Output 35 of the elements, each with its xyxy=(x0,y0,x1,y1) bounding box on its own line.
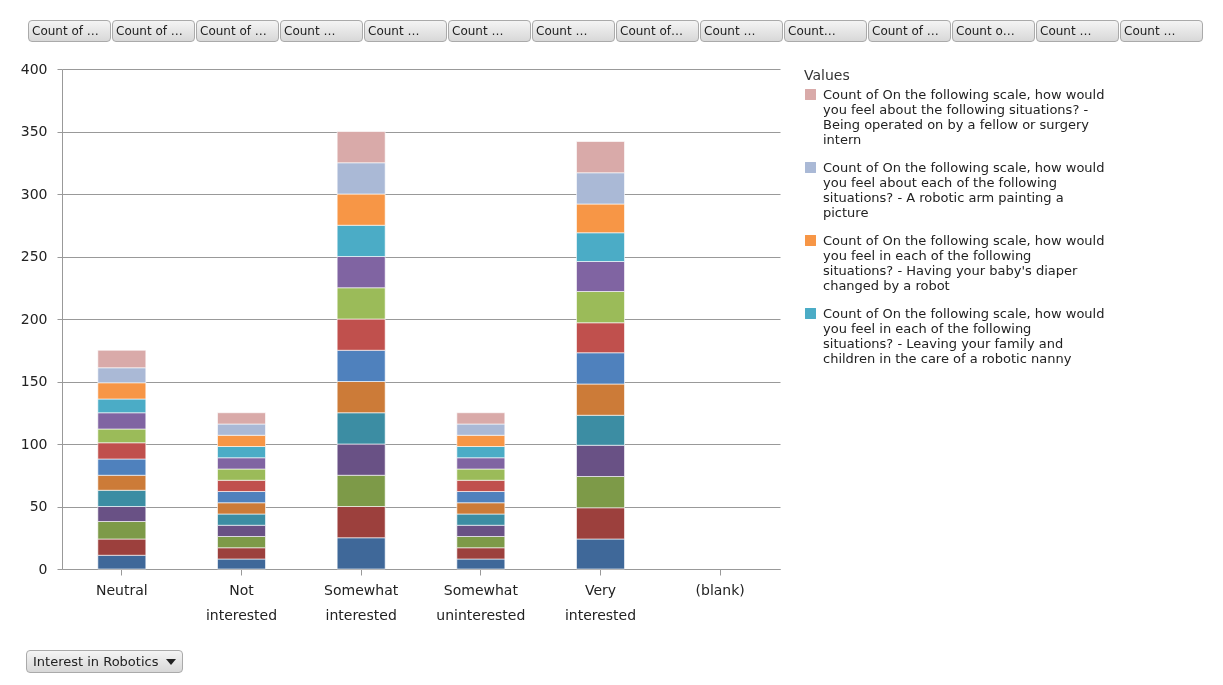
y-tick-label: 250 xyxy=(20,248,48,264)
text: Count … xyxy=(1120,20,1203,42)
x-tick-label: Somewhat interested xyxy=(324,581,399,623)
text: Count of … xyxy=(868,20,951,42)
x-tick-label: Somewhat uninterested xyxy=(436,581,526,623)
text: Count… xyxy=(784,20,867,42)
text: Count of… xyxy=(616,20,699,42)
text: Count … xyxy=(448,20,531,42)
text: Count of … xyxy=(112,20,195,42)
text: Count … xyxy=(280,20,363,42)
y-tick-label: 150 xyxy=(20,373,48,389)
y-tick-label: 50 xyxy=(29,498,48,514)
legend-label: Count of On the following scale, how would you feel about the following situations? - Being operated on by a fellow or surgery intern xyxy=(823,86,1105,147)
text: Count … xyxy=(364,20,447,42)
text: Count of … xyxy=(196,20,279,42)
legend-label: Count of On the following scale, how would you feel in each of the following situations? - Leaving your family and children in the care of a robotic nanny xyxy=(823,305,1105,366)
y-tick-label: 400 xyxy=(20,60,48,77)
text: Count of … xyxy=(28,20,111,42)
y-tick-label: 0 xyxy=(38,560,48,577)
y-tick-label: 200 xyxy=(20,310,48,327)
x-tick-label: Very interested xyxy=(564,581,637,623)
text: Count … xyxy=(1036,20,1119,42)
y-tick-label: 300 xyxy=(20,185,48,202)
x-tick-label: Not interested xyxy=(205,581,278,623)
text: Count o… xyxy=(952,20,1035,42)
y-tick-label: 350 xyxy=(20,123,48,139)
x-tick-label: Neutral xyxy=(95,581,148,598)
legend-label: Count of On the following scale, how would you feel about each of the following situations? - A robotic arm painting a picture xyxy=(823,159,1105,220)
legend-title: Values xyxy=(804,67,850,83)
legend-label: Count of On the following scale, how would you feel in each of the following situations? - Having your baby's diaper changed by a robot xyxy=(823,232,1105,293)
y-tick-label: 100 xyxy=(20,435,48,452)
text: Count … xyxy=(700,20,783,42)
x-tick-label: (blank) xyxy=(695,581,745,598)
text: Count … xyxy=(532,20,615,42)
x-axis-title: Interest in Robotics xyxy=(33,654,159,669)
